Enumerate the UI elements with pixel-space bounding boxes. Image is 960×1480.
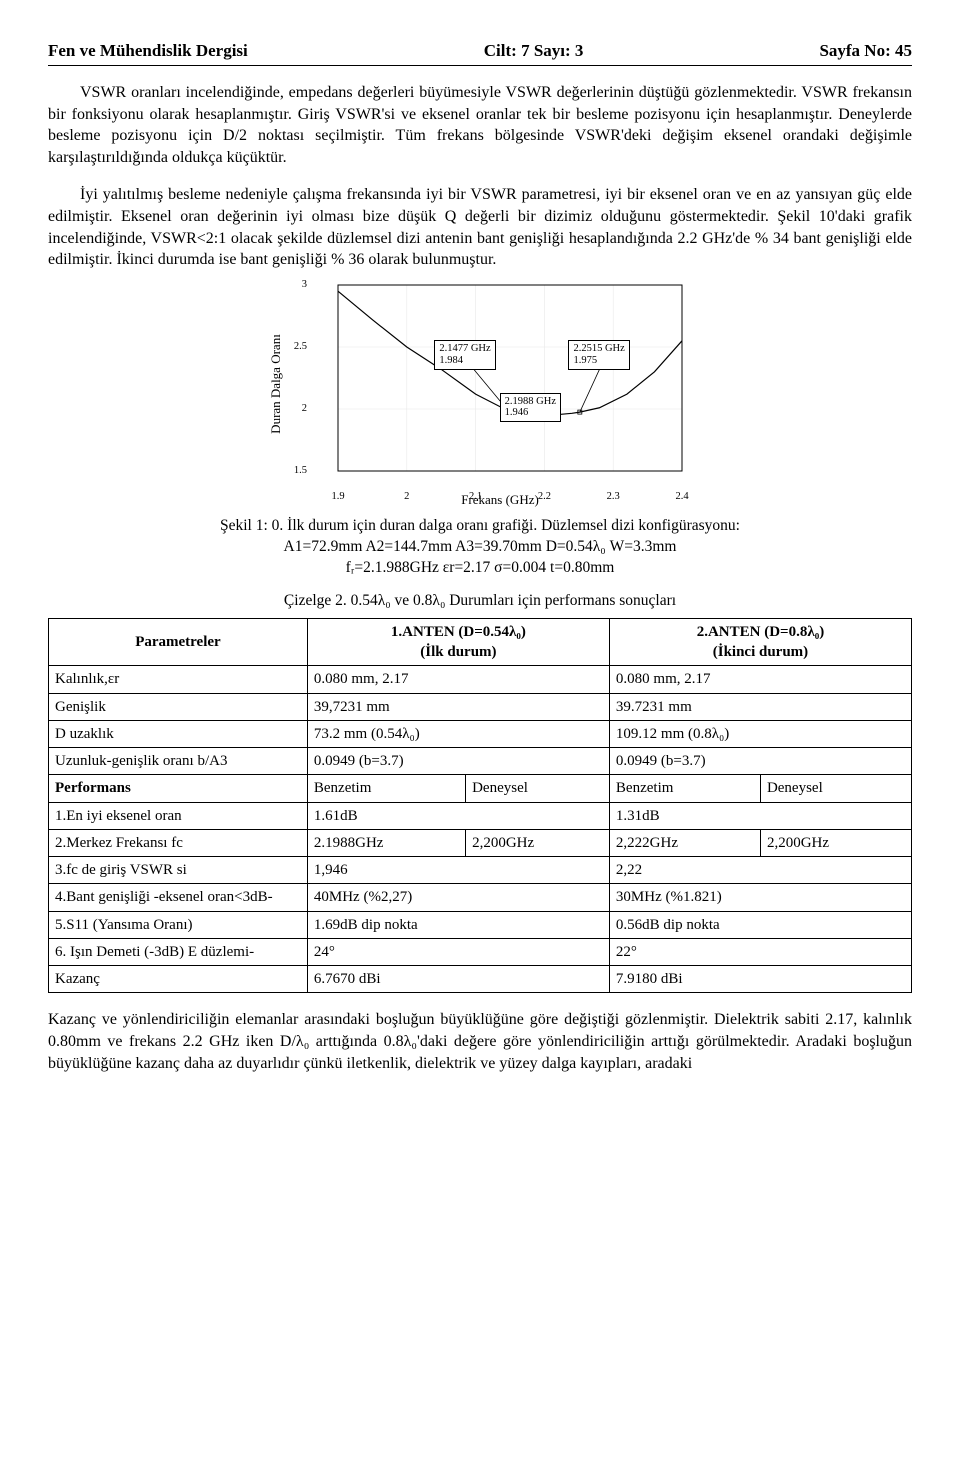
table-row: 4.Bant genişliği -eksenel oran<3dB-40MHz… (49, 884, 912, 911)
table-title: Çizelge 2. 0.54λ₀ ve 0.8λ₀ Durumları içi… (48, 591, 912, 612)
th-param: Parametreler (49, 618, 308, 666)
header-left: Fen ve Mühendislik Dergisi (48, 40, 248, 63)
table-row: D uzaklık73.2 mm (0.54λ₀)109.12 mm (0.8λ… (49, 720, 912, 747)
page-header: Fen ve Mühendislik Dergisi Cilt: 7 Sayı:… (48, 40, 912, 66)
performance-table: Parametreler 1.ANTEN (D=0.54λ₀) (İlk dur… (48, 618, 912, 994)
table-row: Kazanç6.7670 dBi7.9180 dBi (49, 966, 912, 993)
chart-callout: 2.1477 GHz1.984 (434, 340, 495, 369)
chart-callout: 2.2515 GHz1.975 (568, 340, 629, 369)
header-right: Sayfa No: 45 (819, 40, 912, 63)
figure-caption: Şekil 1: 0. İlk durum için duran dalga o… (48, 516, 912, 579)
vswr-chart: Duran Dalga Oranı 1.522.531.922.12.22.32… (270, 279, 690, 509)
chart-xlabel: Frekans (GHz) (310, 491, 690, 509)
table-row: Uzunluk-genişlik oranı b/A30.0949 (b=3.7… (49, 748, 912, 775)
header-center: Cilt: 7 Sayı: 3 (484, 40, 584, 63)
paragraph-1: VSWR oranları incelendiğinde, empedans d… (48, 82, 912, 168)
perf-head-row: Performans Benzetim Deneysel Benzetim De… (49, 775, 912, 802)
chart-callout: 2.1988 GHz1.946 (500, 393, 561, 422)
footer-paragraph: Kazanç ve yönlendiriciliğin elemanlar ar… (48, 1009, 912, 1074)
chart-ylabel: Duran Dalga Oranı (267, 334, 285, 434)
chart-svg (310, 279, 690, 489)
table-row: 2.Merkez Frekansı fc2.1988GHz2,200GHz2,2… (49, 829, 912, 856)
table-head-row: Parametreler 1.ANTEN (D=0.54λ₀) (İlk dur… (49, 618, 912, 666)
th-anten1: 1.ANTEN (D=0.54λ₀) (İlk durum) (307, 618, 609, 666)
paragraph-2: İyi yalıtılmış besleme nedeniyle çalışma… (48, 184, 912, 270)
table-row: 3.fc de giriş VSWR si1,9462,22 (49, 857, 912, 884)
table-row: 6. Işın Demeti (-3dB) E düzlemi-24°22° (49, 938, 912, 965)
table-row: 1.En iyi eksenel oran1.61dB1.31dB (49, 802, 912, 829)
table-row: Genişlik39,7231 mm39.7231 mm (49, 693, 912, 720)
table-row: 5.S11 (Yansıma Oranı)1.69dB dip nokta0.5… (49, 911, 912, 938)
th-anten2: 2.ANTEN (D=0.8λ₀) (İkinci durum) (609, 618, 911, 666)
table-row: Kalınlık,εr0.080 mm, 2.170.080 mm, 2.17 (49, 666, 912, 693)
